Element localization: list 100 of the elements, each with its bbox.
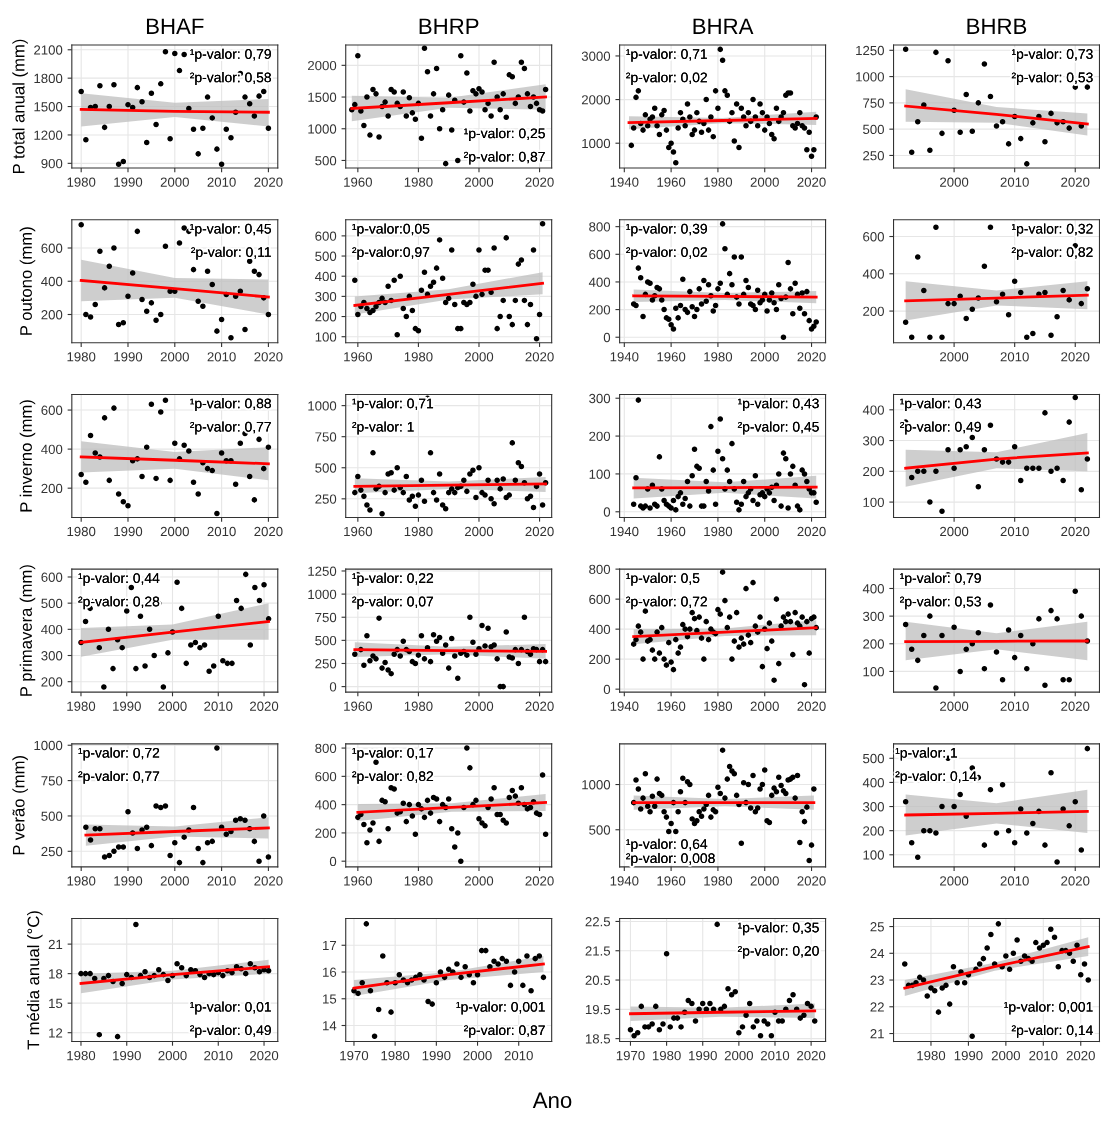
- y-tick-label: 600: [589, 249, 611, 260]
- x-tick-label: 1980: [404, 352, 433, 362]
- y-tick-label: 0: [603, 684, 611, 695]
- x-tick-label: 2020: [797, 701, 826, 711]
- y-tick-label: 500: [41, 811, 63, 821]
- y-tick-label: 1000: [856, 72, 884, 82]
- annotation: ¹p-valor: 0,71: [352, 398, 434, 412]
- y-tick-label: 0: [603, 507, 611, 517]
- y-tick-label: 2100: [34, 45, 63, 55]
- y-tick-label: 1000: [308, 401, 337, 411]
- annotation: ¹p-valor: 0,17: [352, 747, 434, 761]
- y-tick-label: 200: [863, 826, 884, 836]
- y-tick-label: 1000: [582, 138, 611, 149]
- y-tick-label: 400: [41, 624, 63, 635]
- y-tick-label: 250: [41, 846, 63, 857]
- x-tick-label: 2000: [750, 526, 779, 537]
- x-tick-label: 2000: [160, 352, 189, 362]
- x-tick-label: 2010: [1000, 876, 1029, 886]
- y-tick-label: 1000: [308, 124, 337, 134]
- x-tick-label: 1980: [404, 701, 433, 711]
- y-tick-label: 12: [49, 1028, 63, 1038]
- y-tick-label: 20.5: [585, 975, 611, 985]
- y-tick-label: 2000: [308, 60, 337, 71]
- x-tick-label: 1970: [616, 1050, 645, 1061]
- x-tick-label: 2020: [797, 526, 826, 537]
- annotation: ¹p-valor:0,05: [352, 223, 430, 237]
- annotation: ¹p-valor: 0,71: [626, 48, 707, 62]
- x-tick-label: 1980: [652, 1050, 681, 1061]
- x-tick-label: 1980: [704, 352, 733, 362]
- y-tick-label: 15: [323, 994, 337, 1004]
- y-tick-label: 100: [863, 666, 884, 677]
- chart-title: BHRA: [693, 18, 754, 34]
- x-tick-label: 2020: [1061, 526, 1090, 537]
- x-tick-label: 1990: [114, 526, 143, 537]
- y-tick-label: 300: [41, 651, 63, 661]
- x-tick-label: 1980: [67, 352, 96, 362]
- x-tick-label: 2020: [525, 177, 554, 187]
- x-tick-label: 2020: [797, 352, 826, 362]
- x-tick-label: 1980: [67, 177, 96, 187]
- x-tick-label: 1980: [704, 701, 733, 711]
- annotation: ²p-valor: 0,87: [463, 1024, 545, 1038]
- x-tick-label: 2000: [750, 701, 779, 711]
- y-tick-label: 200: [863, 306, 884, 316]
- y-tick-label: 15: [49, 998, 63, 1009]
- y-tick-label: 500: [41, 598, 63, 609]
- annotation: ¹p-valor: 0,64: [626, 838, 708, 852]
- x-tick-label: 1990: [113, 701, 141, 711]
- y-tick-label: 600: [863, 232, 884, 242]
- x-tick-label: 1960: [657, 876, 686, 886]
- annotation: ²p-valor: 0,07: [352, 596, 434, 610]
- y-tick-label: 0: [603, 332, 611, 343]
- x-tick-label: 1940: [610, 177, 639, 187]
- x-tick-label: 2000: [750, 177, 779, 187]
- x-tick-label: 2020: [254, 876, 283, 886]
- annotation: ²p-valor: 0,77: [190, 421, 271, 435]
- x-tick-label: 1960: [344, 701, 372, 711]
- x-tick-label: 1980: [704, 526, 733, 537]
- annotation: ²p-valor: 0,14: [1011, 1024, 1093, 1038]
- y-tick-label: 200: [589, 431, 611, 441]
- y-tick-label: 1800: [34, 73, 63, 84]
- y-tick-label: 17: [323, 940, 337, 951]
- y-tick-label: 300: [863, 802, 884, 812]
- x-tick-label: 2000: [464, 701, 494, 711]
- x-tick-label: 1960: [657, 526, 686, 537]
- y-tick-label: 500: [315, 251, 337, 261]
- y-tick-label: 25: [870, 922, 884, 932]
- y-tick-label: 22: [870, 1002, 884, 1012]
- x-tick-label: 2020: [525, 526, 554, 537]
- chart-title: BHAF: [146, 18, 204, 34]
- annotation: ²p-valor: 0,53: [899, 596, 981, 610]
- x-tick-label: 1960: [344, 177, 372, 187]
- y-tick-label: 800: [315, 743, 337, 753]
- x-axis-title: Ano: [532, 1092, 572, 1109]
- x-tick-label: 2020: [1066, 1050, 1095, 1061]
- y-tick-label: 500: [315, 463, 337, 473]
- x-tick-label: 1960: [344, 526, 372, 537]
- x-tick-label: 1990: [114, 876, 143, 886]
- y-tick-label: 300: [315, 291, 337, 302]
- x-tick-label: 2000: [940, 526, 969, 537]
- y-tick-label: 500: [863, 753, 884, 764]
- y-tick-label: 400: [862, 269, 884, 279]
- x-tick-label: 2010: [204, 701, 233, 711]
- y-tick-label: 200: [315, 828, 337, 838]
- x-tick-label: 2000: [750, 352, 779, 362]
- annotation: ¹p-valor: 1: [895, 747, 958, 761]
- y-tick-label: 500: [589, 825, 611, 835]
- x-tick-label: 2020: [525, 701, 554, 711]
- x-tick-label: 1990: [954, 1050, 983, 1061]
- annotation: ²p-valor: 0,45: [737, 421, 819, 435]
- annotation: ¹p-valor: 0,39: [626, 223, 707, 237]
- x-tick-label: 2000: [464, 526, 494, 537]
- y-axis-title: T média anual (°C): [26, 911, 43, 1050]
- x-tick-label: 1960: [657, 177, 686, 187]
- y-tick-label: 1500: [34, 102, 63, 112]
- annotation: ¹p-valor: 0,01: [190, 1001, 271, 1015]
- x-tick-label: 2000: [991, 1050, 1021, 1061]
- y-tick-label: 18: [49, 969, 63, 979]
- x-tick-label: 1960: [344, 352, 372, 362]
- annotation: ²p-valor:0,97: [352, 246, 430, 260]
- annotation: ²p-valor: 0,82: [1011, 246, 1093, 260]
